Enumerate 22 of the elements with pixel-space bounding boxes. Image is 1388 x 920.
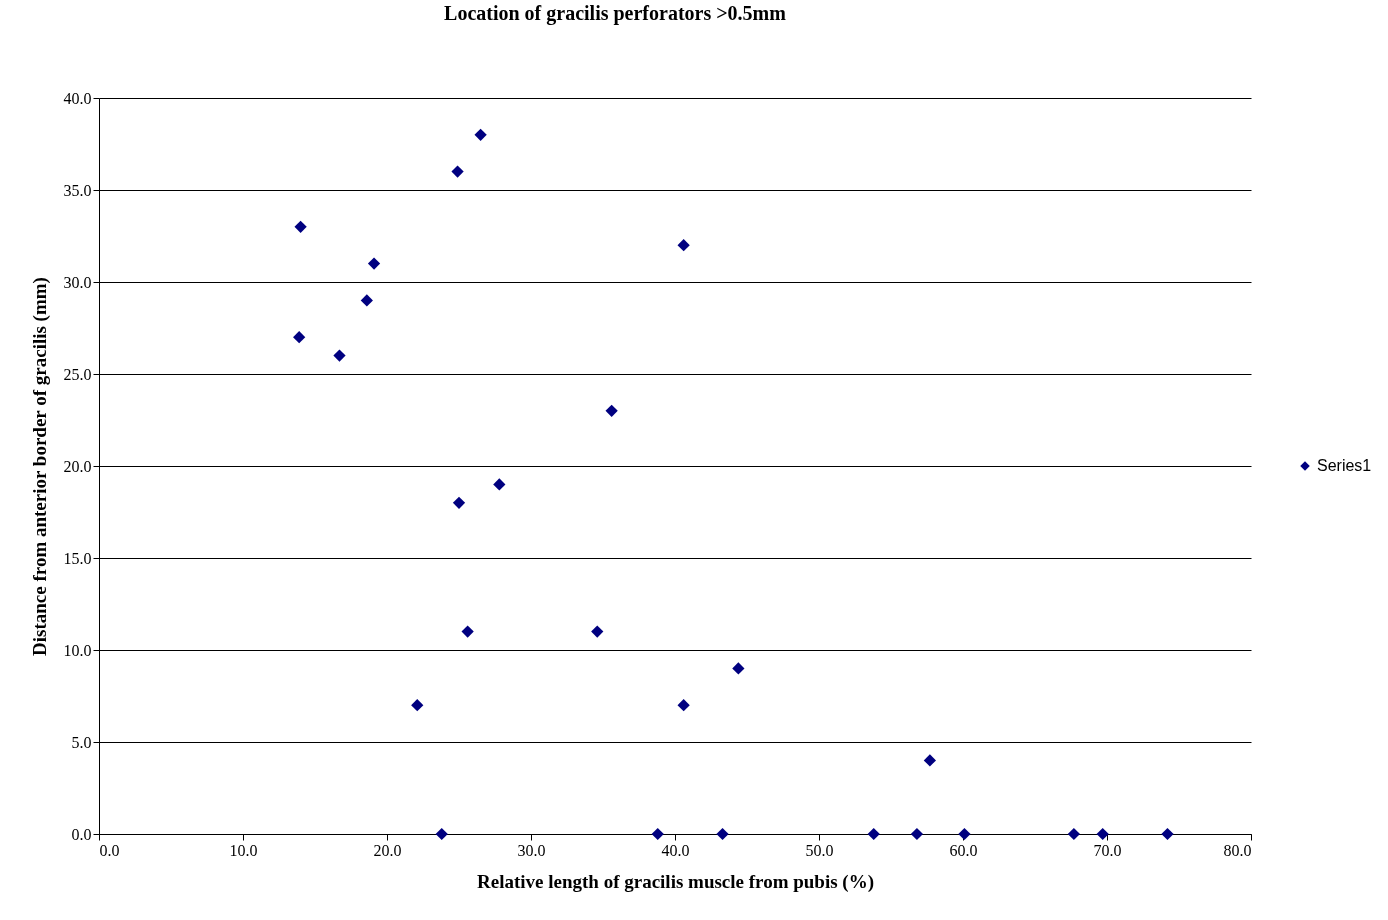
x-tick-label: 70.0 [1093,841,1122,859]
x-tick-label: 80.0 [1223,841,1252,859]
x-tick-label: 60.0 [949,841,978,859]
x-tick-label: 40.0 [661,841,690,859]
legend-label: Series1 [1317,457,1372,474]
y-tick-label: 35.0 [63,181,92,199]
y-tick-label: 25.0 [63,365,92,383]
y-tick-label: 20.0 [63,457,92,475]
y-tick-label: 0.0 [71,825,92,843]
x-tick-label: 0.0 [99,841,120,859]
x-tick-label: 30.0 [517,841,546,859]
y-tick-label: 40.0 [63,89,92,107]
chart-title: Location of gracilis perforators >0.5mm [444,2,787,25]
y-tick-label: 30.0 [63,273,92,291]
x-tick-label: 10.0 [229,841,258,859]
y-tick-label: 10.0 [63,641,92,659]
y-tick-label: 15.0 [63,549,92,567]
y-axis-title: Distance from anterior border of gracilis (mm) [28,277,51,656]
y-tick-label: 5.0 [71,733,92,751]
x-tick-label: 20.0 [373,841,402,859]
x-tick-label: 50.0 [805,841,834,859]
x-axis-title: Relative length of gracilis muscle from pubis (%) [476,870,875,893]
